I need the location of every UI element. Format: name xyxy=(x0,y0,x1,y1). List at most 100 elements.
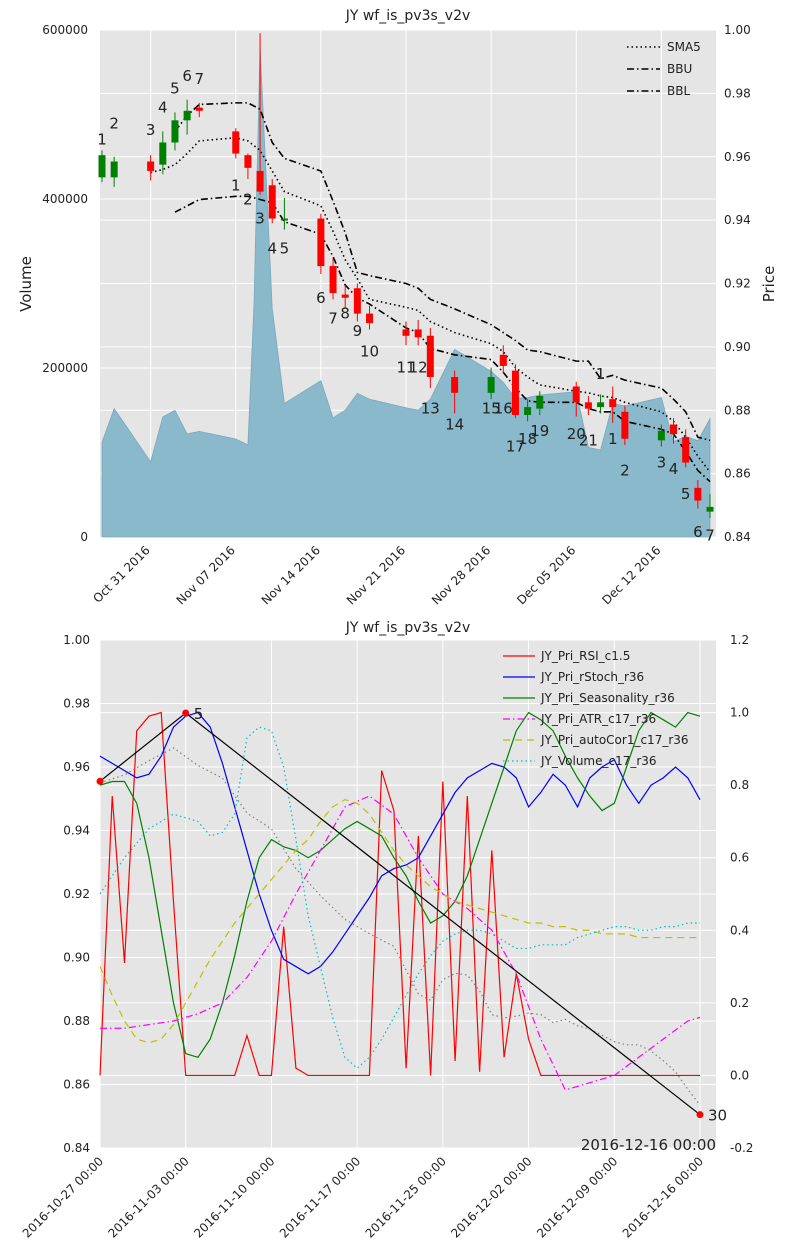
right-tick-label: 0.0 xyxy=(730,1068,749,1082)
candle-label: 2 xyxy=(620,461,630,479)
candle-label: 7 xyxy=(705,526,715,544)
candle-body xyxy=(451,376,459,393)
legend-label: JY_Pri_Seasonality_r36 xyxy=(540,691,675,705)
candle-label: 7 xyxy=(328,309,338,327)
candle-body xyxy=(597,402,605,408)
candle-body xyxy=(317,218,325,267)
chart1-right-axis-label: Price xyxy=(760,266,778,303)
price-tick-label: 1.00 xyxy=(724,23,751,37)
candle-label: 5 xyxy=(681,485,691,503)
chart2-title: JY wf_is_pv3s_v2v xyxy=(345,620,471,636)
candle-body xyxy=(572,386,580,403)
candle-body xyxy=(110,161,118,178)
series-line-3 xyxy=(100,795,701,1091)
right-tick-label: 0.2 xyxy=(730,996,749,1010)
volume-tick-label: 600000 xyxy=(42,23,88,37)
right-tick-label: 0.6 xyxy=(730,851,749,865)
date-tick-label: Dec 12 2016 xyxy=(599,543,663,607)
candle-body xyxy=(280,218,288,221)
date-tick-label: 2016-12-09 00:00 xyxy=(534,1154,620,1240)
right-tick-label: 0.4 xyxy=(730,923,749,937)
volume-tick-label: 400000 xyxy=(42,192,88,206)
candle-label: 6 xyxy=(182,67,192,85)
trend-marker xyxy=(182,709,190,717)
candle-label: 1 xyxy=(231,176,241,194)
candle-label: 11 xyxy=(396,358,415,376)
candle-label: 1 xyxy=(596,365,606,383)
left-tick-label: 0.88 xyxy=(63,1014,90,1028)
candle-label: 7 xyxy=(195,70,205,88)
date-tick-label: 2016-12-02 00:00 xyxy=(448,1154,534,1240)
candle-body xyxy=(536,395,544,409)
candle-body xyxy=(232,131,240,154)
left-tick-label: 0.92 xyxy=(63,887,90,901)
legend-label: JY_Pri_autoCor1_c17_r36 xyxy=(540,733,689,747)
candle-label: 12 xyxy=(409,358,428,376)
candle-body xyxy=(584,402,592,409)
price-tick-label: 0.92 xyxy=(724,277,751,291)
candle-label: 13 xyxy=(421,400,440,418)
chart1-left-axis-label: Volume xyxy=(17,256,35,312)
series-line-1 xyxy=(99,711,701,975)
left-tick-label: 0.84 xyxy=(63,1141,90,1155)
candle-label: 16 xyxy=(494,400,513,418)
left-tick-label: 0.98 xyxy=(63,697,90,711)
candle-label: 4 xyxy=(267,240,277,258)
candle-label: 5 xyxy=(170,80,180,98)
trend-marker-label: 30 xyxy=(708,1107,727,1125)
price-tick-label: 0.88 xyxy=(724,403,751,417)
candle-label: 2 xyxy=(243,191,253,209)
candle-label: 18 xyxy=(518,430,537,448)
candle-label: 1 xyxy=(97,130,107,148)
left-tick-label: 1.00 xyxy=(63,633,90,647)
indicator-series xyxy=(99,711,701,1106)
candle-label: 14 xyxy=(445,416,464,434)
candle-body xyxy=(329,266,337,294)
left-tick-label: 0.94 xyxy=(63,824,90,838)
candle-label: 2 xyxy=(109,114,119,132)
candle-body xyxy=(341,294,349,298)
date-tick-label: Nov 21 2016 xyxy=(344,543,408,607)
candle-body xyxy=(256,171,264,192)
candle-label: 19 xyxy=(530,422,549,440)
bbu-line xyxy=(174,102,711,442)
legend-label: SMA5 xyxy=(667,40,701,54)
candle-body xyxy=(524,407,532,416)
candle-body xyxy=(670,424,678,435)
candle-body xyxy=(609,399,617,408)
bbl-line xyxy=(174,195,711,483)
candle-body xyxy=(657,430,665,441)
candle-label: 1 xyxy=(608,430,618,448)
date-tick-label: 2016-10-27 00:00 xyxy=(20,1154,106,1240)
trend-start-marker xyxy=(96,777,104,785)
candle-body xyxy=(268,185,276,219)
candle-label: 6 xyxy=(693,523,703,541)
series-line-4 xyxy=(99,799,700,1044)
volume-area-path xyxy=(101,46,711,538)
price-tick-label: 0.94 xyxy=(724,213,751,227)
candles xyxy=(98,33,714,518)
date-tick-label: 2016-11-17 00:00 xyxy=(277,1154,363,1240)
candle-label: 3 xyxy=(657,454,667,472)
candle-body xyxy=(159,142,167,165)
candle-body xyxy=(499,354,507,366)
left-tick-label: 0.96 xyxy=(63,760,90,774)
candle-label: 17 xyxy=(506,438,525,456)
legend-label: JY_Pri_RSI_c1.5 xyxy=(540,649,630,663)
candle-body xyxy=(353,288,361,314)
date-tick-label: 2016-11-03 00:00 xyxy=(105,1154,191,1240)
candle-body xyxy=(682,437,690,463)
chart2-grid xyxy=(99,639,716,1149)
chart2-axes: 0.84 0.86 0.88 0.90 0.92 0.94 0.96 0.98 1.00 -0.2… xyxy=(20,633,754,1241)
price-tick-label: 0.96 xyxy=(724,150,751,164)
candle-body xyxy=(426,335,434,377)
price-tick-label: 0.98 xyxy=(724,86,751,100)
sma5-line xyxy=(150,136,711,473)
right-tick-label: -0.2 xyxy=(730,1141,753,1155)
price-tick-label: 0.84 xyxy=(724,530,751,544)
legend-label: JY_Pri_rStoch_r36 xyxy=(540,670,644,684)
date-tick-label: Nov 28 2016 xyxy=(429,543,493,607)
trend-marker xyxy=(696,1111,704,1119)
date-tick-label: Nov 14 2016 xyxy=(259,543,323,607)
